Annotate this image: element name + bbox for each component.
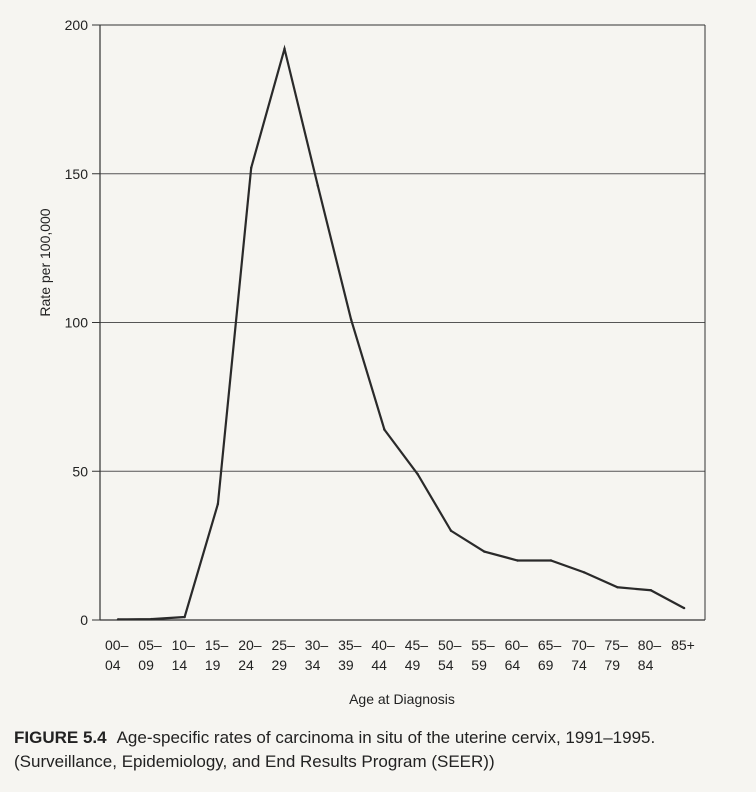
- x-axis-title: Age at Diagnosis: [349, 691, 455, 707]
- y-tick-label: 150: [65, 166, 89, 182]
- data-point: [549, 559, 553, 562]
- x-tick-label: 20– 24: [238, 637, 262, 673]
- x-tick-label: 75– 79: [605, 637, 629, 673]
- y-tick-label: 0: [80, 612, 88, 628]
- series-line: [117, 44, 685, 621]
- x-tick-label: 40– 44: [371, 637, 395, 673]
- figure-caption-text: Age-specific rates of carcinoma in situ …: [14, 728, 656, 771]
- x-tick-label: 60– 64: [505, 637, 529, 673]
- data-point: [649, 589, 652, 592]
- x-tick-label: 80– 84: [638, 637, 662, 673]
- x-tick-label: 65– 69: [538, 637, 562, 673]
- data-point: [516, 559, 519, 562]
- x-tick-label: 00– 04: [105, 637, 129, 673]
- data-point: [250, 166, 253, 169]
- data-point: [416, 473, 419, 476]
- x-tick-label: 35– 39: [338, 637, 362, 673]
- x-tick-label: 45– 49: [405, 637, 429, 673]
- line-chart: 0 50 100 150 200 00– 04 05– 09 10– 14 15– 19 20– 24 25–…: [37, 17, 706, 707]
- x-tick-label: 55– 59: [471, 637, 495, 673]
- figure-caption: FIGURE 5.4 Age-specific rates of carcinom…: [14, 726, 744, 774]
- data-point: [183, 615, 186, 619]
- x-tick-label: 05– 09: [138, 637, 162, 673]
- x-tick-label: 30– 34: [305, 637, 329, 673]
- x-tick-label: 15– 19: [205, 637, 229, 673]
- data-point: [483, 550, 486, 553]
- x-tick-label: 25– 29: [272, 637, 296, 673]
- data-point: [150, 617, 153, 621]
- x-tick-label: 85+: [671, 637, 695, 653]
- y-tick-label: 200: [65, 17, 89, 33]
- data-point: [682, 606, 686, 610]
- y-axis-title: Rate per 100,000: [37, 208, 53, 316]
- data-point: [316, 184, 319, 187]
- x-tick-label: 10– 14: [172, 637, 196, 673]
- figure-label: FIGURE 5.4: [14, 728, 107, 747]
- y-tick-label: 100: [65, 315, 89, 331]
- data-point: [449, 529, 453, 532]
- data-point: [283, 47, 286, 50]
- data-point: [583, 571, 586, 574]
- x-tick-label: 50– 54: [438, 637, 462, 673]
- data-point: [383, 428, 386, 431]
- data-point: [349, 318, 353, 321]
- data-point: [216, 502, 220, 506]
- y-tick-label: 50: [72, 463, 88, 479]
- x-tick-label: 70– 74: [571, 637, 595, 673]
- data-point: [616, 586, 619, 589]
- data-point: [116, 618, 120, 621]
